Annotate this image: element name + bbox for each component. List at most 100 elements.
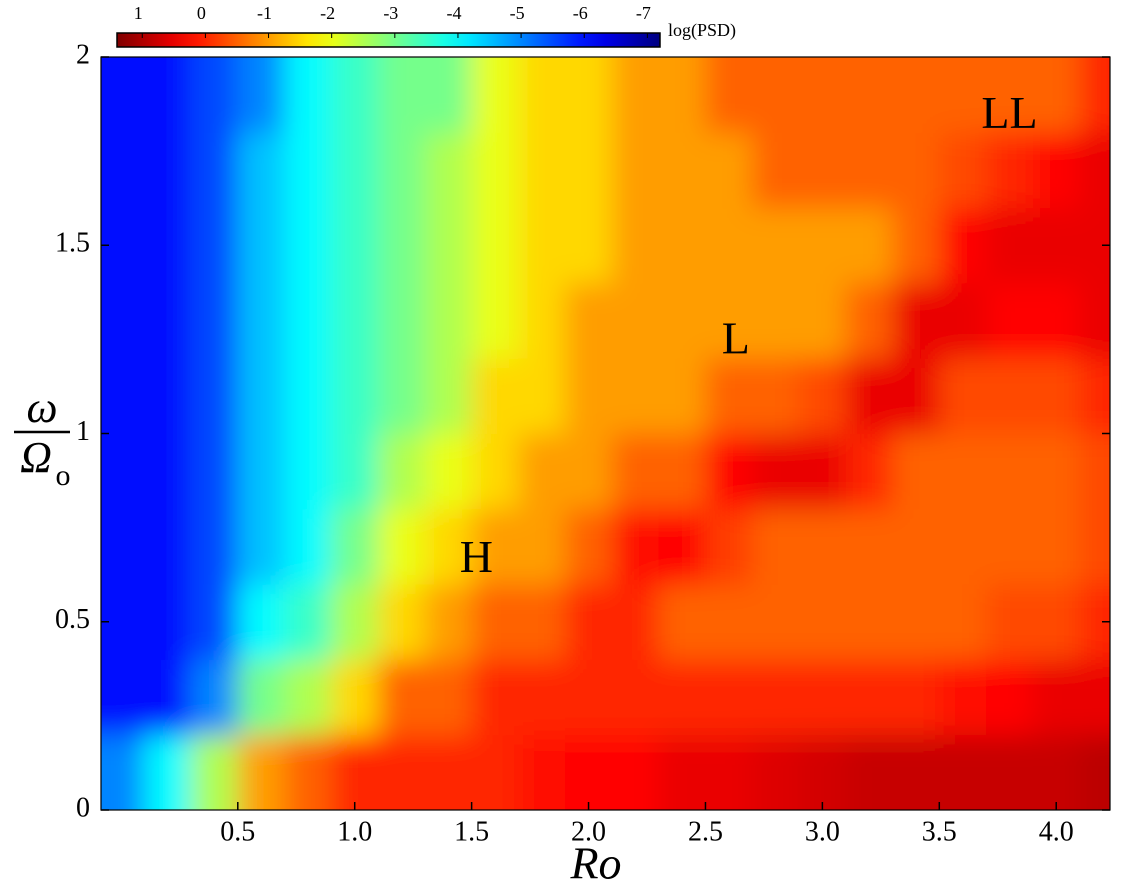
heat-cell: [518, 132, 566, 209]
heat-cell: [565, 508, 613, 585]
colorbar-tick-label: -2: [320, 3, 335, 23]
heat-cell: [611, 659, 660, 736]
heat-cell: [331, 508, 379, 585]
heat-cell: [986, 508, 1034, 585]
heat-cell: [1032, 433, 1081, 510]
heat-cell: [939, 659, 987, 736]
heat-cell: [939, 358, 987, 434]
heat-cell: [565, 282, 613, 359]
heat-cell: [284, 282, 332, 359]
heat-cell: [798, 207, 847, 284]
heat-cell: [939, 132, 987, 209]
heat-cell: [101, 433, 145, 510]
heat-cell: [144, 132, 192, 209]
heat-cell: [1079, 659, 1110, 736]
heat-cell: [101, 282, 145, 359]
heat-cell: [752, 132, 800, 209]
heat-cell: [471, 659, 519, 736]
heat-cell: [798, 734, 847, 810]
heat-cell: [986, 734, 1034, 810]
heat-cell: [331, 132, 379, 209]
heat-cell: [798, 659, 847, 736]
x-axis-label: Ro: [569, 838, 621, 889]
heat-cell: [331, 433, 379, 510]
heat-cell: [237, 508, 286, 585]
y-tick-label: 1: [76, 416, 90, 447]
heat-cell: [752, 659, 800, 736]
heat-cell: [518, 659, 566, 736]
plot-area: [101, 57, 1110, 810]
heat-cell: [939, 207, 987, 284]
heat-cell: [1032, 282, 1081, 359]
heat-cell: [611, 57, 660, 133]
heat-cell: [237, 132, 286, 209]
heat-cell: [939, 57, 987, 133]
heat-cell: [237, 659, 286, 736]
heat-cell: [284, 508, 332, 585]
heat-cell: [518, 57, 566, 133]
heat-cell: [892, 584, 940, 660]
heat-cell: [705, 584, 753, 660]
heat-cell: [284, 207, 332, 284]
heat-cell: [892, 57, 940, 133]
heat-cell: [845, 433, 894, 510]
heat-cell: [845, 734, 894, 810]
colorbar-tick-label: 0: [197, 3, 206, 23]
heat-cell: [565, 358, 613, 434]
heat-cell: [378, 659, 426, 736]
heat-cell: [705, 433, 753, 510]
heat-cell: [798, 358, 847, 434]
heat-cell: [752, 433, 800, 510]
heat-cell: [284, 734, 332, 810]
heat-cell: [144, 734, 192, 810]
heat-cell: [518, 584, 566, 660]
heat-cell: [518, 734, 566, 810]
heat-cell: [986, 433, 1034, 510]
colorbar: [116, 32, 661, 48]
heat-cell: [191, 508, 239, 585]
heat-cell: [658, 734, 706, 810]
heat-cell: [1079, 433, 1110, 510]
annotation: H: [460, 531, 493, 582]
colorbar-tick-label: -1: [257, 3, 272, 23]
heat-cell: [518, 358, 566, 434]
heat-cell: [752, 207, 800, 284]
heat-cell: [845, 358, 894, 434]
heat-cell: [939, 734, 987, 810]
heat-cell: [237, 282, 286, 359]
heat-cell: [892, 358, 940, 434]
heat-cell: [101, 734, 145, 810]
heat-cell: [658, 207, 706, 284]
heat-cell: [144, 433, 192, 510]
heat-cell: [424, 508, 473, 585]
colorbar-tick-label: -4: [446, 3, 461, 23]
heat-cell: [798, 508, 847, 585]
y-tick-label: 0.5: [55, 604, 90, 635]
x-tick-label: 0.5: [220, 816, 255, 847]
heat-cell: [144, 207, 192, 284]
heat-cell: [658, 132, 706, 209]
heat-cell: [101, 57, 145, 133]
heat-cell: [611, 734, 660, 810]
heat-cell: [1032, 57, 1081, 133]
heat-cell: [845, 207, 894, 284]
y-tick-label: 1.5: [55, 228, 90, 259]
heat-cell: [471, 433, 519, 510]
heat-cell: [611, 584, 660, 660]
heat-cell: [892, 132, 940, 209]
heat-cell: [191, 584, 239, 660]
colorbar-label: log(PSD): [668, 20, 736, 41]
heat-cell: [705, 508, 753, 585]
x-tick-label: 2.5: [688, 816, 723, 847]
heat-cell: [658, 584, 706, 660]
heat-cell: [611, 132, 660, 209]
heat-cell: [892, 508, 940, 585]
heat-cell: [1079, 508, 1110, 585]
heat-cell: [705, 132, 753, 209]
heat-cell: [101, 132, 145, 209]
y-axis-label-numerator: ω: [26, 383, 57, 432]
heat-cell: [986, 132, 1034, 209]
heat-cell: [191, 57, 239, 133]
heat-cell: [331, 659, 379, 736]
